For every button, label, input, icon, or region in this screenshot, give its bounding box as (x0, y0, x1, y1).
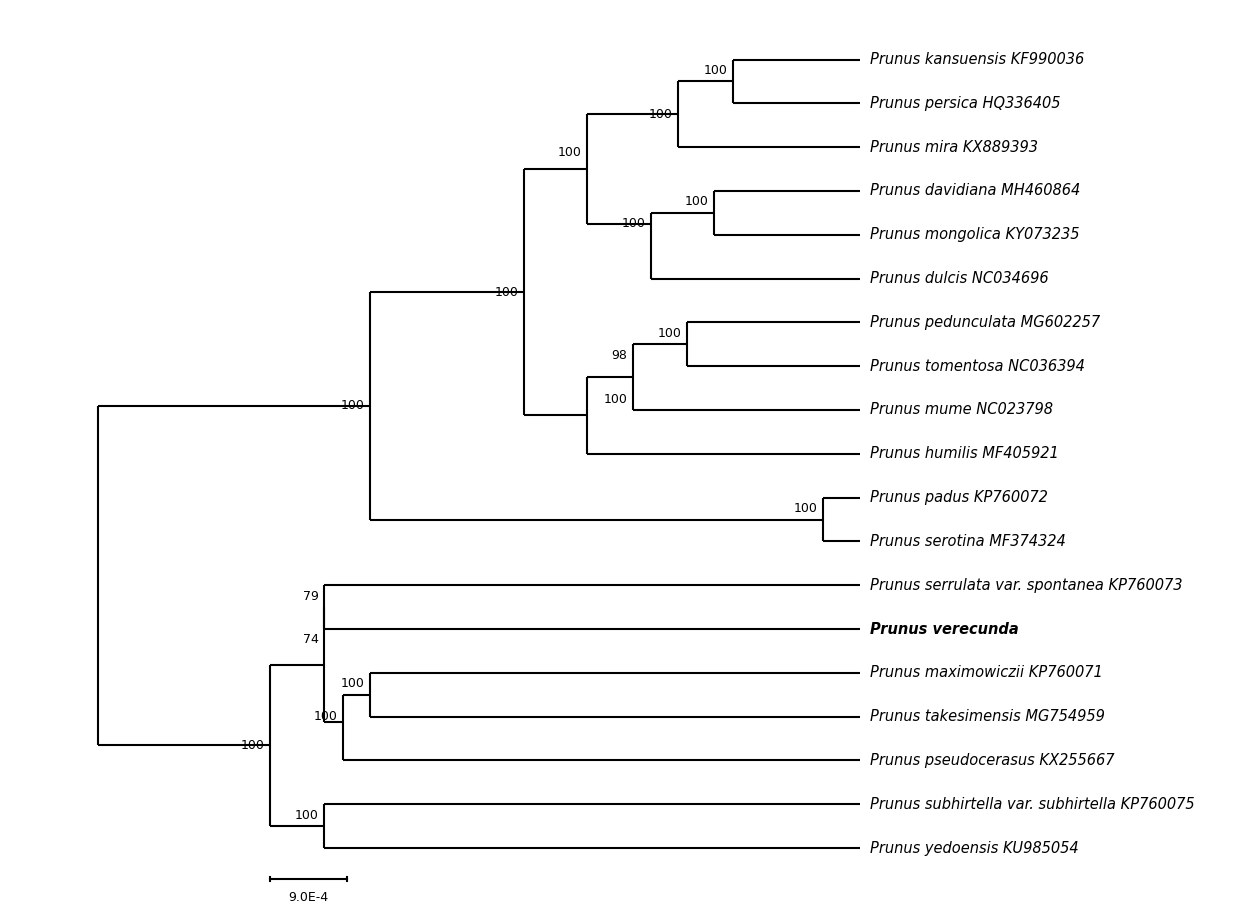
Text: Prunus tomentosa NC036394: Prunus tomentosa NC036394 (870, 359, 1085, 373)
Text: 100: 100 (341, 399, 365, 413)
Text: Prunus subhirtella var. subhirtella KP760075: Prunus subhirtella var. subhirtella KP76… (870, 797, 1195, 812)
Text: Prunus maximowiczii KP760071: Prunus maximowiczii KP760071 (870, 666, 1104, 680)
Text: 100: 100 (604, 393, 627, 405)
Text: Prunus davidiana MH460864: Prunus davidiana MH460864 (870, 184, 1081, 198)
Text: Prunus pedunculata MG602257: Prunus pedunculata MG602257 (870, 315, 1101, 330)
Text: 100: 100 (703, 64, 727, 77)
Text: Prunus padus KP760072: Prunus padus KP760072 (870, 490, 1048, 505)
Text: Prunus humilis MF405921: Prunus humilis MF405921 (870, 446, 1059, 461)
Text: Prunus verecunda: Prunus verecunda (870, 622, 1019, 636)
Text: Prunus dulcis NC034696: Prunus dulcis NC034696 (870, 271, 1049, 286)
Text: 100: 100 (314, 710, 337, 723)
Text: Prunus mume NC023798: Prunus mume NC023798 (870, 403, 1054, 417)
Text: Prunus takesimensis MG754959: Prunus takesimensis MG754959 (870, 709, 1105, 724)
Text: Prunus mongolica KY073235: Prunus mongolica KY073235 (870, 227, 1080, 242)
Text: 9.0E-4: 9.0E-4 (289, 891, 329, 904)
Text: Prunus kansuensis KF990036: Prunus kansuensis KF990036 (870, 52, 1085, 67)
Text: 100: 100 (295, 809, 319, 822)
Text: 74: 74 (303, 634, 319, 646)
Text: Prunus yedoensis KU985054: Prunus yedoensis KU985054 (870, 841, 1079, 855)
Text: 100: 100 (658, 327, 682, 340)
Text: 100: 100 (621, 217, 646, 230)
Text: 100: 100 (241, 739, 264, 752)
Text: 100: 100 (495, 286, 518, 299)
Text: Prunus pseudocerasus KX255667: Prunus pseudocerasus KX255667 (870, 753, 1115, 768)
Text: 100: 100 (341, 677, 365, 690)
Text: Prunus serrulata var. spontanea KP760073: Prunus serrulata var. spontanea KP760073 (870, 578, 1183, 593)
Text: 100: 100 (794, 502, 818, 515)
Text: 100: 100 (649, 108, 672, 121)
Text: 100: 100 (558, 146, 582, 159)
Text: Prunus mira KX889393: Prunus mira KX889393 (870, 140, 1038, 154)
Text: 98: 98 (611, 349, 627, 362)
Text: Prunus persica HQ336405: Prunus persica HQ336405 (870, 96, 1061, 110)
Text: 100: 100 (684, 195, 709, 208)
Text: 79: 79 (303, 590, 319, 603)
Text: Prunus serotina MF374324: Prunus serotina MF374324 (870, 534, 1066, 549)
